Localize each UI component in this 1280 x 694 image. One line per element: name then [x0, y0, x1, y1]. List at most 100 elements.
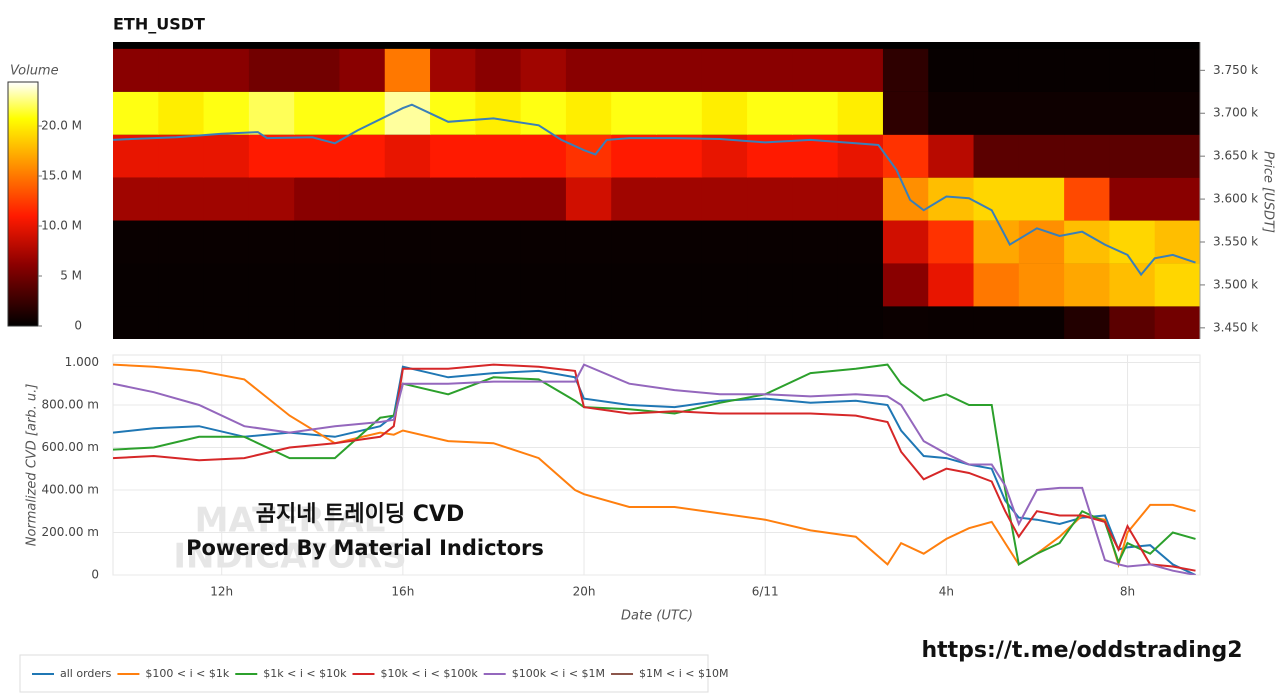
- heatmap-cell: [1064, 177, 1110, 221]
- y-tick-label: 3.550 k: [1213, 235, 1258, 249]
- heatmap-cell: [158, 263, 205, 307]
- heatmap-cell: [203, 134, 250, 178]
- y-tick-label: 400.00 m: [42, 482, 100, 496]
- heatmap: [113, 42, 1200, 339]
- heatmap-cell: [747, 91, 793, 135]
- heatmap-cell: [203, 48, 250, 92]
- heatmap-cell: [747, 220, 793, 264]
- heatmap-cell: [158, 48, 205, 92]
- heatmap-cell: [113, 220, 159, 264]
- legend-label: $100k < i < $1M: [512, 667, 605, 680]
- legend-label: $1k < i < $10k: [263, 667, 347, 680]
- heatmap-cell: [1064, 48, 1110, 92]
- colorbar-tick-label: 15.0 M: [41, 169, 82, 183]
- cvd-line: [113, 363, 1196, 572]
- x-tick-label: 8h: [1120, 585, 1135, 599]
- heatmap-cell: [1154, 306, 1200, 339]
- heatmap-cell: [565, 48, 612, 92]
- heatmap-cell: [1064, 91, 1110, 135]
- heatmap-cell: [565, 263, 612, 307]
- heatmap-cell: [1018, 263, 1065, 307]
- heatmap-cell: [1018, 220, 1065, 264]
- heatmap-cell: [973, 177, 1020, 221]
- heatmap-cell: [384, 306, 431, 339]
- heatmap-cell: [611, 306, 657, 339]
- heatmap-cell: [611, 48, 657, 92]
- heatmap-cell: [203, 177, 250, 221]
- heatmap-cell: [701, 306, 748, 339]
- heatmap-cell: [973, 48, 1020, 92]
- x-tick-label: 12h: [210, 585, 233, 599]
- heatmap-cell: [203, 306, 250, 339]
- heatmap-cell: [430, 220, 476, 264]
- heatmap-cell: [113, 48, 159, 92]
- y-tick-label: 600.00 m: [42, 440, 100, 454]
- y-tick-label: 3.700 k: [1213, 106, 1258, 120]
- heatmap-cell: [384, 220, 431, 264]
- heatmap-cell: [565, 220, 612, 264]
- heatmap-cell: [973, 91, 1020, 135]
- y-tick-label: 3.450 k: [1213, 320, 1258, 334]
- heatmap-cell: [339, 220, 386, 264]
- heatmap-cell: [113, 134, 159, 178]
- colorbar-tick-label: 0: [74, 319, 82, 333]
- heatmap-cell: [520, 306, 567, 339]
- watermark: INDICATORS: [173, 537, 406, 577]
- heatmap-cell: [701, 91, 748, 135]
- heatmap-cell: [565, 177, 612, 221]
- heatmap-cell: [203, 263, 250, 307]
- heatmap-cell: [792, 220, 839, 264]
- y-tick-label: 3.650 k: [1213, 149, 1258, 163]
- heatmap-cell: [792, 48, 839, 92]
- heatmap-cell: [430, 48, 476, 92]
- legend-label: $10k < i < $100k: [380, 667, 478, 680]
- y-tick-label: 3.750 k: [1213, 63, 1258, 77]
- heatmap-cell: [248, 91, 295, 135]
- heatmap-cell: [248, 48, 295, 92]
- colorbar-tick-label: 5 M: [60, 269, 82, 283]
- x-tick-label: 16h: [391, 585, 414, 599]
- heatmap-cell: [1154, 91, 1200, 135]
- heatmap-cell: [339, 263, 386, 307]
- heatmap-cell: [882, 134, 929, 178]
- heatmap-cell: [792, 263, 839, 307]
- y-tick-label: 1.000: [65, 355, 99, 369]
- heatmap-cell: [882, 263, 929, 307]
- heatmap-cell: [882, 306, 929, 339]
- heatmap-cell: [1109, 177, 1156, 221]
- heatmap-cell: [113, 177, 159, 221]
- heatmap-cell: [294, 48, 340, 92]
- heatmap-cell: [1064, 263, 1110, 307]
- heatmap-cell: [248, 177, 295, 221]
- heatmap-cell: [973, 263, 1020, 307]
- heatmap-cell: [339, 177, 386, 221]
- heatmap-cell: [475, 220, 522, 264]
- heatmap-cell: [520, 134, 567, 178]
- y-tick-label: 3.600 k: [1213, 192, 1258, 206]
- heatmap-cell: [928, 220, 975, 264]
- heatmap-cell: [1018, 177, 1065, 221]
- heatmap-cell: [294, 177, 340, 221]
- x-axis-label: Date (UTC): [621, 609, 693, 624]
- heatmap-cell: [158, 134, 205, 178]
- heatmap-cell: [520, 177, 567, 221]
- y-tick-label: 3.500 k: [1213, 277, 1258, 291]
- heatmap-cell: [339, 134, 386, 178]
- cvd-line: [113, 365, 1196, 575]
- heatmap-cell: [1109, 91, 1156, 135]
- heatmap-cell: [611, 177, 657, 221]
- heatmap-cell: [656, 134, 703, 178]
- heatmap-cell: [837, 220, 884, 264]
- heatmap-cell: [475, 91, 522, 135]
- cvd-plot: 0 200.00 m 400.00 m 600.00 m 800.00 m 1.000 12…: [42, 354, 1201, 599]
- heatmap-cell: [747, 306, 793, 339]
- annotation: Powered By Material Indictors: [186, 536, 544, 560]
- y-tick-label: 0: [91, 568, 99, 582]
- heatmap-cell: [1109, 220, 1156, 264]
- heatmap-cell: [384, 263, 431, 307]
- heatmap-cell: [611, 91, 657, 135]
- heatmap-cell: [113, 91, 159, 135]
- heatmap-cell: [611, 220, 657, 264]
- heatmap-cell: [656, 91, 703, 135]
